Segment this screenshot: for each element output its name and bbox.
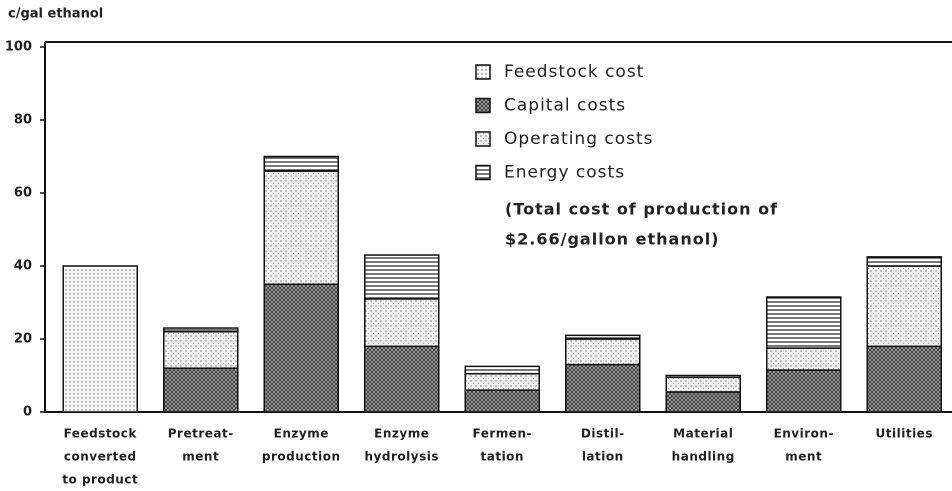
y-tick-label: 20 [14, 332, 32, 347]
bar-segment [766, 296, 842, 349]
x-tick-label: Fermen- [473, 427, 532, 441]
legend-label: Operating costs [504, 129, 654, 149]
x-tick-label: Utilities [876, 427, 933, 441]
bar-segment [665, 376, 741, 393]
bar-segment [766, 347, 842, 371]
bar-segment [263, 170, 339, 286]
y-tick-label: 0 [23, 405, 32, 420]
bar-segment [163, 367, 239, 413]
legend-swatch [475, 164, 491, 181]
y-tick-label: 80 [14, 113, 32, 128]
bar-segment [62, 265, 138, 413]
legend-label: Feedstock cost [504, 62, 644, 82]
x-tick-label: Feedstock [64, 427, 138, 441]
x-tick-label: tation [481, 450, 524, 464]
y-axis-label: c/gal ethanol [8, 7, 103, 22]
bar-segment [464, 389, 540, 413]
legend-swatch [475, 64, 491, 80]
legend-swatch [475, 97, 491, 114]
legend-swatch [475, 131, 491, 147]
bar-segment [866, 345, 942, 413]
bar-segment [364, 298, 440, 348]
annotation: $2.66/gallon ethanol) [505, 230, 720, 249]
x-tick-label: converted [64, 450, 137, 464]
bar-segment [766, 369, 842, 413]
bar-segment [565, 363, 641, 413]
x-tick-label: hydrolysis [365, 450, 439, 464]
bar-segment [665, 391, 741, 413]
bar-segment [163, 330, 239, 369]
y-tick-label: 40 [14, 259, 32, 274]
bar-segment [866, 265, 942, 348]
x-tick-label: handling [672, 450, 735, 464]
x-tick-label: Distil- [581, 427, 625, 441]
bar-segment [364, 345, 440, 413]
bar-segment [565, 338, 641, 366]
x-tick-label: Pretreat- [168, 427, 234, 441]
x-tick-label: to product [62, 473, 138, 487]
x-tick-label: production [262, 450, 341, 464]
x-tick-label: lation [582, 450, 624, 464]
annotation: (Total cost of production of [505, 200, 778, 219]
bar-segment [565, 334, 641, 340]
legend-label: Capital costs [504, 96, 626, 116]
x-tick-label: Environ- [774, 427, 834, 441]
bar-segment [464, 365, 540, 375]
bar-segment [163, 327, 239, 333]
y-tick-label: 60 [14, 186, 32, 201]
bar-segment [866, 256, 942, 267]
bar-segment [665, 374, 741, 379]
x-tick-label: ment [785, 450, 822, 464]
bar-segment [364, 254, 440, 300]
bar-segment [464, 372, 540, 391]
bar-segment [263, 155, 339, 172]
x-tick-label: Enzyme [374, 427, 429, 441]
bar-segment [263, 283, 339, 413]
x-tick-label: Material [673, 427, 733, 441]
legend-label: Energy costs [504, 163, 625, 183]
y-tick-label: 100 [5, 40, 32, 55]
x-tick-label: ment [182, 450, 219, 464]
x-tick-label: Enzyme [274, 427, 329, 441]
